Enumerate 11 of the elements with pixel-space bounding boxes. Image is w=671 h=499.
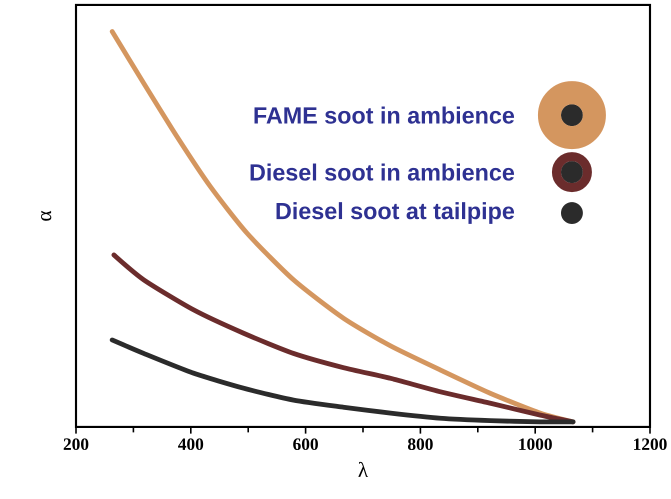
x-tick-label: 400 xyxy=(178,438,204,450)
x-tick-label: 1200 xyxy=(634,438,667,450)
legend-label: Diesel soot in ambience xyxy=(250,164,514,181)
x-tick-label: 1000 xyxy=(519,438,552,450)
x-tick-label: 600 xyxy=(293,438,318,450)
legend-label: FAME soot in ambience xyxy=(254,106,514,124)
x-tick-label: 800 xyxy=(408,438,433,450)
y-axis-title: α xyxy=(41,210,52,221)
x-axis-title: λ xyxy=(358,462,368,477)
x-tick-label: 200 xyxy=(64,438,88,450)
legend-label: Diesel soot at tailpipe xyxy=(276,202,514,224)
